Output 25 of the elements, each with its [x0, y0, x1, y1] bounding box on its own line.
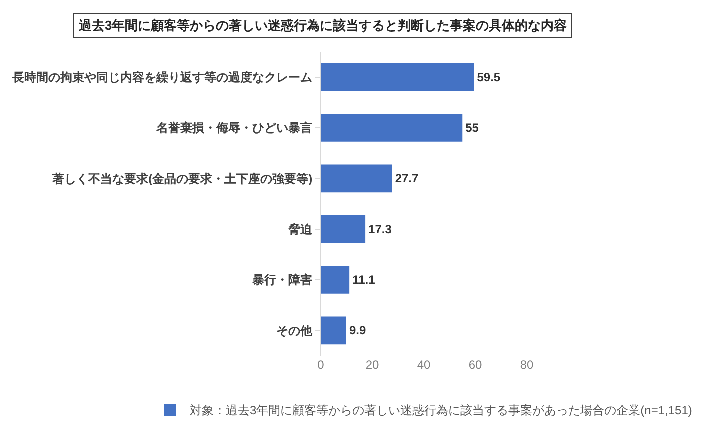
bar — [321, 316, 346, 345]
y-tick-label: その他 — [276, 324, 314, 338]
y-tick-label: 長時間の拘束や同じ内容を繰り返す等の過度なクレーム — [12, 70, 313, 85]
data-label: 9.9 — [349, 324, 366, 338]
y-tick-label: 脅迫 — [288, 222, 314, 237]
data-label: 27.7 — [395, 172, 420, 186]
data-label: 17.3 — [368, 222, 392, 236]
x-tick-label: 20 — [366, 358, 380, 372]
legend-label: 対象：過去3年間に顧客等からの著しい迷惑行為に該当する事案があった場合の企業(n=1,151) — [190, 404, 692, 418]
y-tick-label: 暴行・障害 — [252, 273, 313, 288]
data-label: 55 — [466, 121, 480, 135]
data-label: 11.1 — [352, 273, 376, 287]
x-tick-label: 0 — [318, 358, 325, 372]
data-label: 59.5 — [477, 70, 501, 84]
x-tick-label: 80 — [520, 358, 534, 372]
bar — [321, 266, 350, 294]
x-tick-label: 60 — [468, 358, 482, 372]
bar — [321, 215, 366, 244]
chart-title: 過去3年間に顧客等からの著しい迷惑行為に該当すると判断した事案の具体的な内容 — [78, 18, 568, 33]
bar — [321, 164, 392, 193]
y-tick-label: 著しく不当な要求(金品の要求・土下座の強要等) — [52, 172, 313, 186]
bar — [321, 63, 474, 92]
x-tick-label: 40 — [417, 358, 431, 372]
bar — [321, 114, 463, 142]
y-tick-label: 名誉棄損・侮辱・ひどい暴言 — [156, 121, 313, 136]
